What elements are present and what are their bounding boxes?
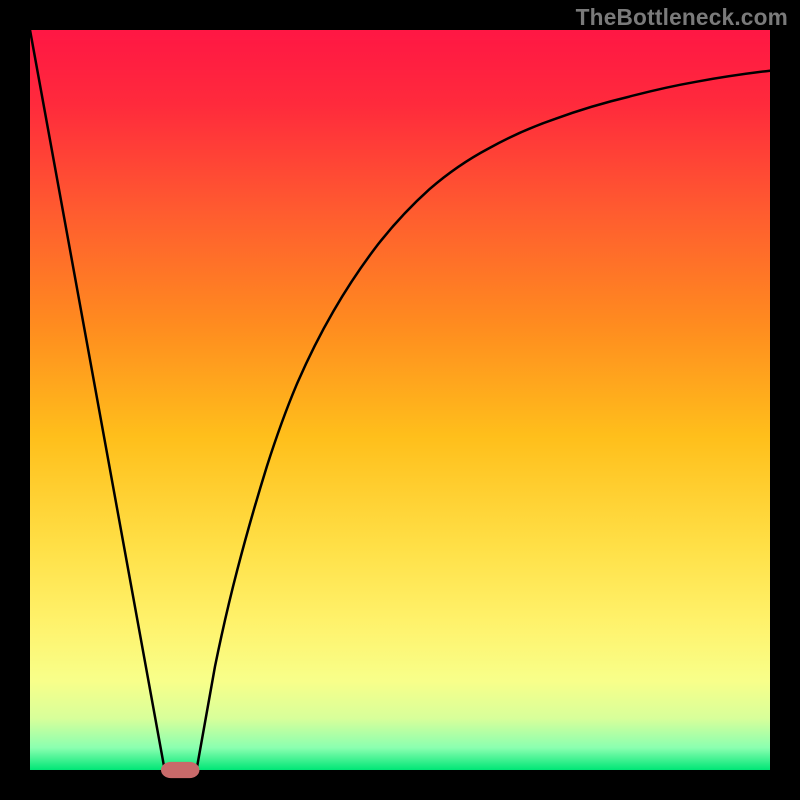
plot-background [30, 30, 770, 770]
optimal-marker [161, 762, 199, 778]
chart-svg [0, 0, 800, 800]
chart-container: TheBottleneck.com [0, 0, 800, 800]
watermark-text: TheBottleneck.com [576, 4, 788, 31]
